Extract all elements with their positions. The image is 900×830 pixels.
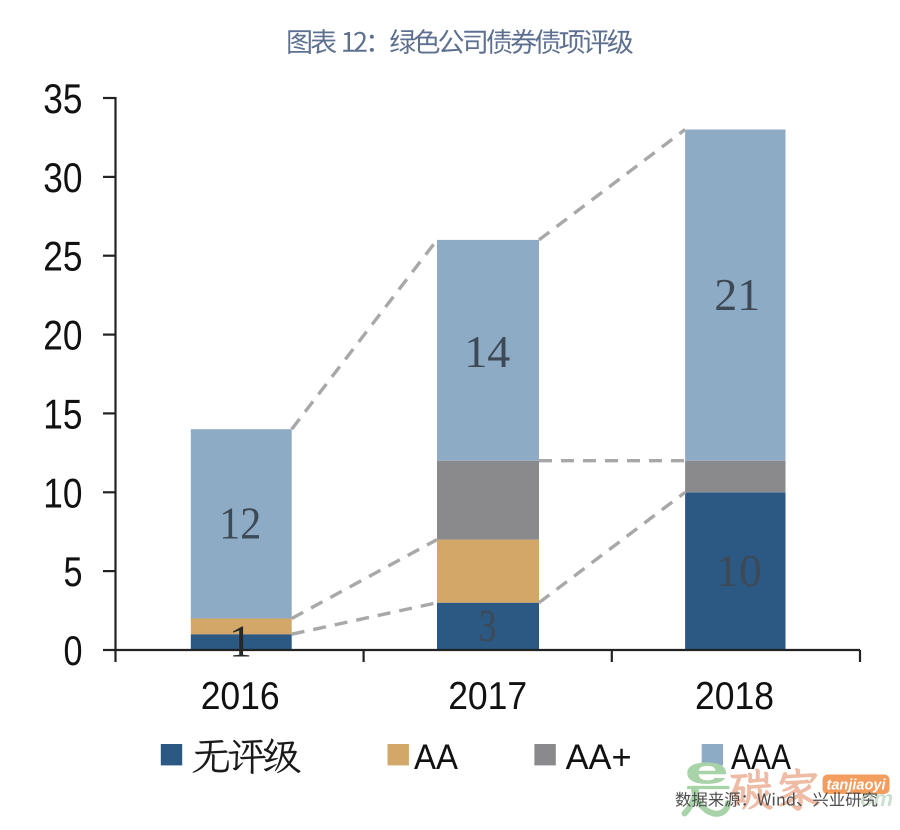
svg-text:10: 10 <box>43 469 82 516</box>
svg-text:om: om <box>860 786 893 811</box>
svg-text:1: 1 <box>229 616 252 667</box>
svg-text:20: 20 <box>43 312 82 359</box>
svg-text:14: 14 <box>464 326 510 377</box>
svg-text:2017: 2017 <box>448 675 527 718</box>
svg-text:12: 12 <box>219 497 261 548</box>
svg-text:35: 35 <box>43 75 82 122</box>
svg-text:25: 25 <box>43 233 82 280</box>
svg-text:15: 15 <box>43 390 82 437</box>
svg-text:tanjiaoyi: tanjiaoyi <box>827 778 887 794</box>
svg-text:AAA: AAA <box>731 738 792 777</box>
svg-text:10: 10 <box>716 545 762 596</box>
svg-text:AA: AA <box>414 738 459 777</box>
svg-text:2016: 2016 <box>201 675 280 718</box>
svg-text:21: 21 <box>714 269 760 320</box>
svg-text:0: 0 <box>64 627 83 674</box>
svg-text:30: 30 <box>43 154 82 201</box>
svg-text:AA+: AA+ <box>566 738 632 777</box>
svg-text:3: 3 <box>479 600 497 651</box>
svg-text:5: 5 <box>64 548 83 595</box>
svg-text:2018: 2018 <box>695 675 774 718</box>
